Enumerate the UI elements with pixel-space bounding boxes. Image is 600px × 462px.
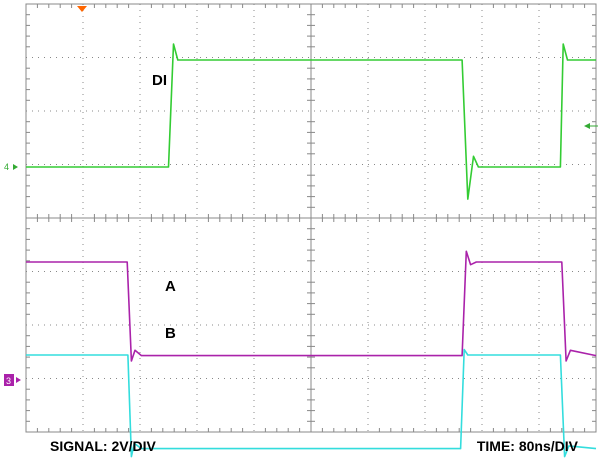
trace-labels: DI A B xyxy=(152,72,176,342)
trace-b xyxy=(26,250,597,362)
trace-label-di: DI xyxy=(152,72,167,89)
trace-label-b: B xyxy=(165,325,176,342)
trace-a xyxy=(26,348,597,458)
graticule xyxy=(25,3,597,433)
time-scale-caption: TIME: 80ns/DIV xyxy=(476,438,578,454)
channel-markers: 4 3 xyxy=(4,6,598,386)
trace-di xyxy=(26,43,596,200)
ch3-arrow-icon xyxy=(16,377,21,383)
trigger-marker-icon xyxy=(77,6,87,12)
ch4-arrow-icon xyxy=(13,164,18,170)
ch4-marker-label: 4 xyxy=(4,162,9,172)
traces xyxy=(26,43,597,458)
ch3-marker-label: 3 xyxy=(6,376,11,386)
di-ground-arrow-icon xyxy=(584,123,590,129)
signal-scale-caption: SIGNAL: 2V/DIV xyxy=(50,438,156,454)
trace-label-a: A xyxy=(165,278,176,295)
ch3-marker-box xyxy=(4,374,14,386)
